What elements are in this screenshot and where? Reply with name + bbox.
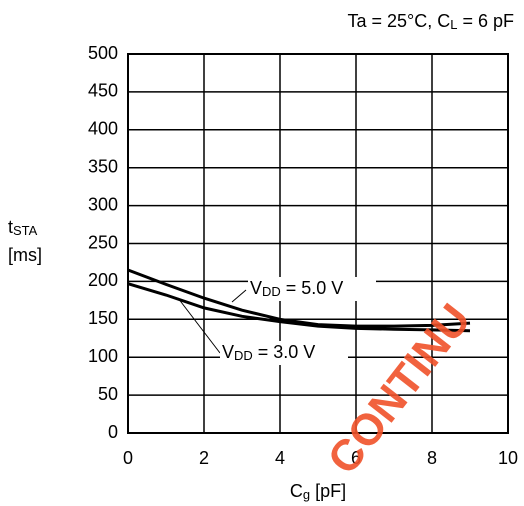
label-leader [177, 297, 221, 354]
y-axis-label-part: STA [13, 223, 38, 238]
y-tick-label: 150 [88, 308, 118, 328]
y-axis-label-part: t [8, 217, 13, 237]
y-axis-unit: [ms] [8, 245, 42, 265]
plot-frame [127, 53, 509, 434]
annotation-part: = 6 pF [457, 11, 514, 31]
series-label: VDD = 3.0 V [222, 342, 315, 364]
y-tick-label: 300 [88, 194, 118, 214]
x-tick-label: 2 [199, 448, 209, 468]
series-label-part: V [250, 278, 262, 298]
watermark: CONTINU [318, 295, 480, 483]
series-label: VDD = 5.0 V [250, 278, 343, 300]
x-axis-label: Cg [pF] [290, 481, 346, 503]
x-axis-label-part: g [303, 487, 310, 502]
series-label-part: DD [262, 284, 281, 299]
x-tick-label: 0 [123, 448, 133, 468]
label-leader [231, 289, 247, 303]
y-tick-label: 250 [88, 232, 118, 252]
y-tick-label: 450 [88, 81, 118, 101]
x-tick-label: 10 [498, 448, 518, 468]
series-label-part: V [222, 342, 234, 362]
series-line [127, 282, 471, 333]
y-tick-label: 350 [88, 156, 118, 176]
y-tick-label: 400 [88, 119, 118, 139]
annotation-part: L [450, 17, 457, 32]
y-tick-label: 100 [88, 346, 118, 366]
x-axis-label-part: [pF] [310, 481, 346, 501]
y-tick-label: 50 [98, 384, 118, 404]
y-axis-label: tSTA [8, 217, 38, 239]
series-line [127, 268, 471, 328]
series-label-part: = 5.0 V [281, 278, 344, 298]
y-tick-label: 500 [88, 43, 118, 63]
x-tick-label: 8 [427, 448, 437, 468]
series-label-part: = 3.0 V [253, 342, 316, 362]
y-tick-label: 200 [88, 270, 118, 290]
annotation: Ta = 25°C, CL = 6 pF [348, 11, 515, 33]
label-bg [248, 277, 376, 301]
label-bg [220, 341, 348, 365]
x-axis-label-part: C [290, 481, 303, 501]
y-tick-label: 0 [108, 422, 118, 442]
series-label-part: DD [234, 348, 253, 363]
x-tick-label: 6 [351, 448, 361, 468]
annotation-part: Ta = 25°C, C [348, 11, 451, 31]
x-tick-label: 4 [275, 448, 285, 468]
